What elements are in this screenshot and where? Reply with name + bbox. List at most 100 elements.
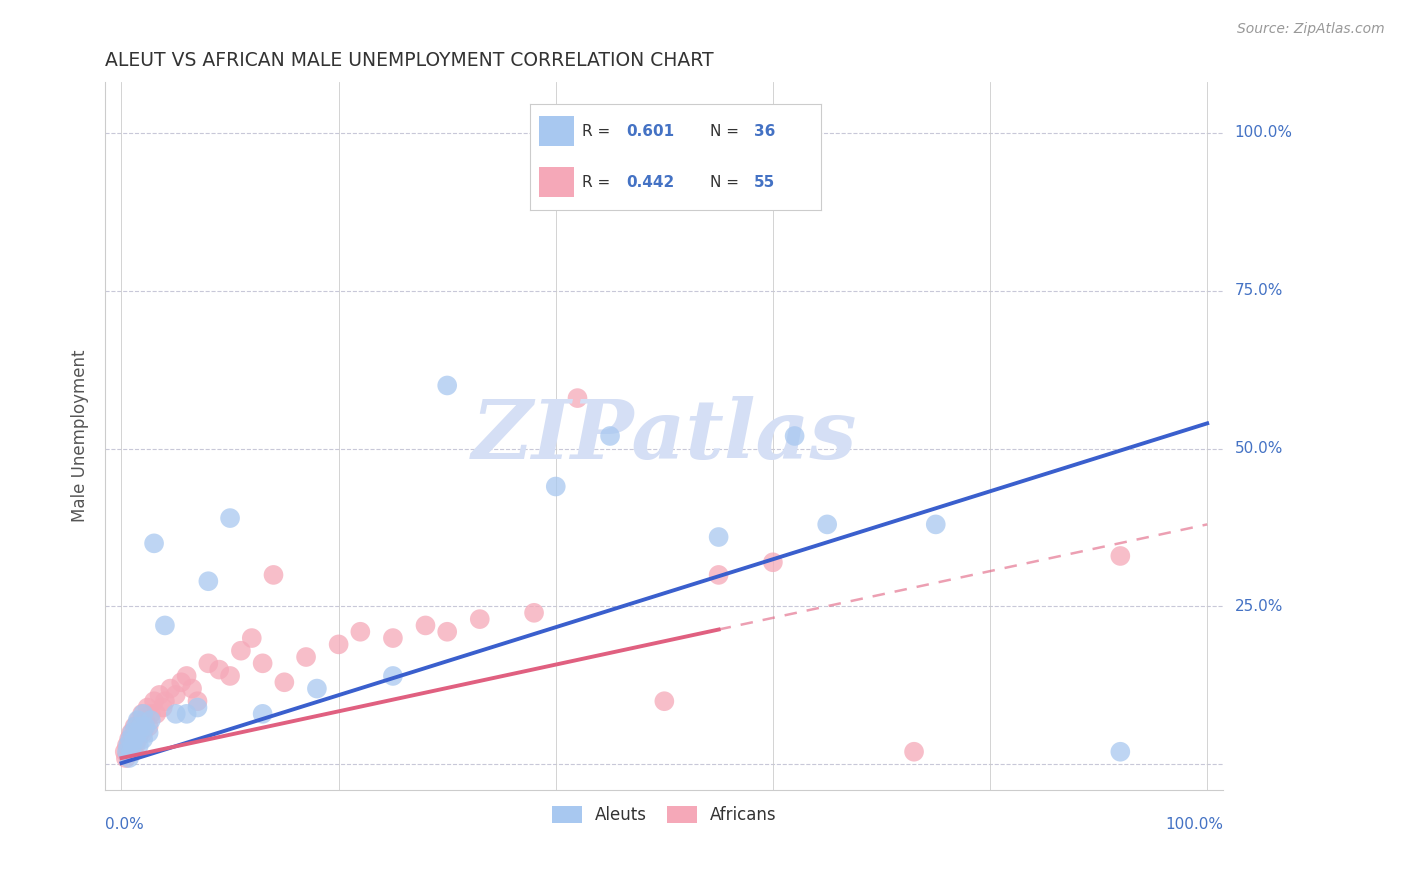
Point bbox=[381, 631, 404, 645]
Point bbox=[129, 719, 152, 733]
Text: ZIPatlas: ZIPatlas bbox=[471, 396, 858, 476]
Point bbox=[118, 751, 141, 765]
Point bbox=[176, 706, 198, 721]
Point bbox=[186, 700, 208, 714]
Point bbox=[124, 719, 146, 733]
Point bbox=[115, 745, 138, 759]
Point bbox=[127, 732, 149, 747]
Point bbox=[124, 719, 146, 733]
Text: Source: ZipAtlas.com: Source: ZipAtlas.com bbox=[1237, 22, 1385, 37]
Point bbox=[328, 637, 350, 651]
Point bbox=[115, 751, 138, 765]
Point bbox=[654, 694, 676, 708]
Point bbox=[1109, 549, 1132, 563]
Point bbox=[186, 694, 208, 708]
Point bbox=[415, 618, 437, 632]
Point bbox=[165, 706, 187, 721]
Point bbox=[567, 391, 589, 405]
Point bbox=[128, 739, 150, 753]
Point bbox=[349, 624, 371, 639]
Text: ALEUT VS AFRICAN MALE UNEMPLOYMENT CORRELATION CHART: ALEUT VS AFRICAN MALE UNEMPLOYMENT CORRE… bbox=[105, 51, 714, 70]
Point bbox=[381, 669, 404, 683]
Point bbox=[305, 681, 328, 696]
Text: 25.0%: 25.0% bbox=[1234, 599, 1282, 614]
Point bbox=[132, 706, 155, 721]
Point bbox=[129, 719, 152, 733]
Point bbox=[523, 606, 546, 620]
Point bbox=[1109, 745, 1132, 759]
Point bbox=[115, 739, 138, 753]
Point bbox=[219, 511, 242, 525]
Point bbox=[128, 713, 150, 727]
Point bbox=[762, 555, 785, 569]
Point bbox=[145, 706, 167, 721]
Point bbox=[124, 739, 146, 753]
Point bbox=[134, 719, 156, 733]
Point bbox=[229, 643, 252, 657]
Point bbox=[120, 745, 142, 759]
Point bbox=[544, 479, 567, 493]
Point bbox=[132, 732, 155, 747]
Point bbox=[153, 694, 176, 708]
Point bbox=[132, 726, 155, 740]
Point bbox=[136, 700, 159, 714]
Point bbox=[125, 726, 148, 740]
Point bbox=[707, 530, 730, 544]
Point bbox=[436, 378, 458, 392]
Point bbox=[121, 739, 143, 753]
Point bbox=[138, 719, 160, 733]
Point bbox=[139, 713, 162, 727]
Point bbox=[815, 517, 838, 532]
Point bbox=[120, 732, 142, 747]
Legend: Aleuts, Africans: Aleuts, Africans bbox=[546, 799, 783, 830]
Point bbox=[148, 688, 170, 702]
Point bbox=[263, 568, 285, 582]
Point bbox=[117, 745, 139, 759]
Point bbox=[273, 675, 295, 690]
Point bbox=[143, 694, 166, 708]
Y-axis label: Male Unemployment: Male Unemployment bbox=[72, 350, 89, 522]
Point bbox=[143, 536, 166, 550]
Point bbox=[114, 745, 136, 759]
Point bbox=[121, 732, 143, 747]
Point bbox=[903, 745, 925, 759]
Point bbox=[134, 713, 156, 727]
Point bbox=[129, 726, 152, 740]
Point bbox=[122, 745, 145, 759]
Point bbox=[208, 663, 231, 677]
Text: 50.0%: 50.0% bbox=[1234, 442, 1282, 456]
Point bbox=[783, 429, 806, 443]
Point bbox=[127, 726, 149, 740]
Point bbox=[240, 631, 263, 645]
Point bbox=[127, 713, 149, 727]
Point bbox=[219, 669, 242, 683]
Point bbox=[124, 732, 146, 747]
Point bbox=[197, 657, 219, 671]
Text: 100.0%: 100.0% bbox=[1234, 126, 1292, 140]
Text: 100.0%: 100.0% bbox=[1166, 817, 1223, 832]
Point bbox=[139, 706, 162, 721]
Point bbox=[131, 706, 153, 721]
Point bbox=[295, 650, 318, 665]
Point bbox=[118, 732, 141, 747]
Point bbox=[599, 429, 621, 443]
Point bbox=[176, 669, 198, 683]
Point bbox=[153, 618, 176, 632]
Point bbox=[138, 726, 160, 740]
Text: 75.0%: 75.0% bbox=[1234, 284, 1282, 298]
Point bbox=[197, 574, 219, 589]
Point bbox=[159, 681, 181, 696]
Point bbox=[707, 568, 730, 582]
Point bbox=[117, 739, 139, 753]
Point bbox=[152, 700, 174, 714]
Point bbox=[165, 688, 187, 702]
Point bbox=[436, 624, 458, 639]
Point bbox=[120, 726, 142, 740]
Point bbox=[252, 706, 274, 721]
Point bbox=[121, 726, 143, 740]
Point bbox=[468, 612, 491, 626]
Point bbox=[181, 681, 204, 696]
Point bbox=[120, 739, 142, 753]
Point bbox=[925, 517, 948, 532]
Point bbox=[252, 657, 274, 671]
